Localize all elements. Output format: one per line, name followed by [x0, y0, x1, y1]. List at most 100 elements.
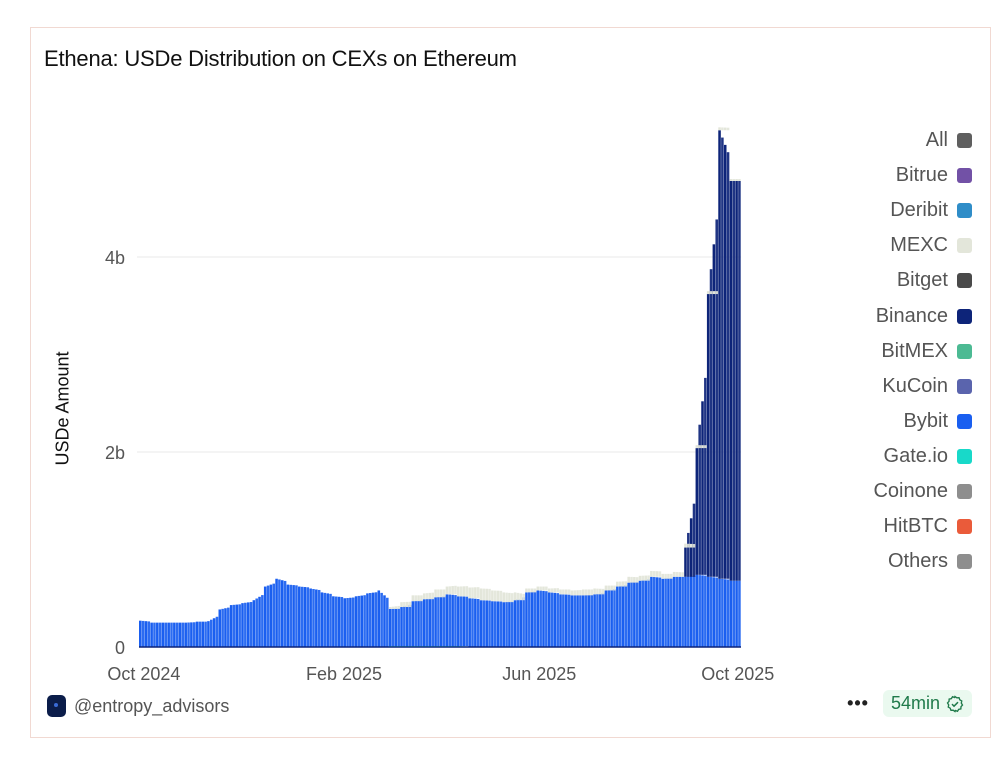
bar-mexc — [616, 581, 619, 587]
freshness-badge[interactable]: 54min — [882, 690, 972, 717]
bar-mexc — [573, 590, 576, 596]
bar-bybit — [564, 594, 568, 647]
bar-mexc — [499, 590, 503, 602]
bar-bybit — [706, 576, 710, 647]
bar-mexc — [726, 127, 730, 131]
bar-bybit — [173, 622, 176, 648]
bar-bybit — [712, 577, 716, 647]
bar-mexc — [579, 590, 582, 596]
chart-title: Ethena: USDe Distribution on CEXs on Eth… — [44, 46, 517, 71]
bar-mexc — [641, 575, 645, 581]
bar-bybit — [380, 592, 383, 647]
x-tick-label: Oct 2024 — [107, 664, 180, 684]
bar-mexc — [474, 587, 477, 599]
legend-item-bitrue[interactable]: Bitrue — [873, 158, 972, 193]
bar-bybit — [377, 590, 381, 647]
bar-mexc — [400, 602, 403, 608]
bar-mexc — [562, 589, 565, 595]
bar-bybit — [721, 578, 724, 647]
bar-bybit — [581, 595, 585, 648]
bar-bybit — [340, 597, 344, 647]
bar-mexc — [539, 586, 542, 591]
bar-bybit — [618, 586, 622, 647]
legend-item-mexc[interactable]: MEXC — [873, 228, 972, 263]
legend-item-bitget[interactable]: Bitget — [873, 263, 972, 298]
legend-item-binance[interactable]: Binance — [873, 298, 972, 333]
bar-bybit — [485, 600, 488, 647]
legend-item-all[interactable]: All — [873, 123, 972, 158]
bar-bybit — [601, 592, 605, 647]
avatar[interactable] — [47, 695, 66, 717]
legend-item-kucoin[interactable]: KuCoin — [873, 369, 972, 404]
chart-plot[interactable]: 0 2b 4b Oct 2024 Feb 2025 Jun 2025 Oct 2025 — [31, 28, 992, 739]
bar-bybit — [508, 601, 511, 647]
author-handle[interactable]: @entropy_advisors — [74, 695, 230, 716]
legend-item-coinone[interactable]: Coinone — [873, 474, 972, 509]
bar-binance — [732, 180, 736, 581]
bar-bybit — [164, 622, 168, 648]
bar-mexc — [678, 572, 682, 577]
bar-bybit — [616, 586, 619, 647]
bar-bybit — [454, 595, 457, 647]
legend-label: Deribit — [890, 199, 948, 222]
legend-item-bitmex[interactable]: BitMEX — [873, 334, 972, 369]
bar-bybit — [400, 607, 403, 647]
bar-bybit — [229, 605, 233, 647]
bar-bybit — [638, 580, 642, 647]
author[interactable]: @entropy_advisors — [47, 695, 229, 717]
bar-bybit — [599, 593, 602, 648]
legend-label: Bybit — [903, 409, 948, 432]
legend: All Bitrue Deribit MEXC Bitget Binance BitMEX K… — [873, 123, 972, 579]
bar-bybit — [482, 600, 486, 647]
bar-bybit — [289, 584, 293, 647]
bar-bybit — [320, 592, 324, 647]
bar-bybit — [141, 620, 145, 647]
bar-bybit — [559, 594, 562, 647]
bar-bybit — [613, 588, 616, 647]
legend-item-others[interactable]: Others — [873, 544, 972, 579]
bar-mexc — [599, 588, 602, 595]
bar-mexc — [729, 179, 733, 181]
bar-bybit — [167, 622, 170, 648]
legend-item-deribit[interactable]: Deribit — [873, 193, 972, 228]
bar-bybit — [442, 596, 446, 647]
bar-mexc — [485, 588, 488, 601]
bar-bybit — [542, 590, 545, 647]
bar-binance — [735, 180, 738, 581]
bar-bybit — [190, 622, 193, 647]
bar-bybit — [309, 588, 312, 647]
bar-bybit — [315, 589, 318, 647]
bar-bybit — [272, 583, 275, 648]
bar-bybit — [411, 601, 415, 647]
legend-item-hitbtc[interactable]: HitBTC — [873, 509, 972, 544]
bar-bybit — [255, 598, 258, 647]
more-options-button[interactable]: ••• — [847, 693, 869, 713]
bar-mexc — [570, 590, 574, 596]
bar-mexc — [513, 592, 517, 601]
bar-bybit — [139, 620, 142, 647]
bar-bybit — [360, 595, 364, 647]
bar-mexc — [516, 592, 520, 601]
bar-mexc — [644, 575, 647, 581]
bar-bybit — [417, 600, 420, 647]
bar-mexc — [417, 595, 420, 602]
legend-item-bybit[interactable]: Bybit — [873, 404, 972, 439]
bar-binance — [709, 269, 713, 577]
bar-bybit — [627, 582, 630, 647]
bar-mexc — [718, 127, 721, 131]
bar-bybit — [502, 602, 506, 647]
bar-bybit — [227, 607, 230, 647]
freshness-label: 54min — [890, 693, 940, 713]
legend-label: KuCoin — [882, 374, 948, 397]
legend-label: Others — [887, 550, 948, 573]
bar-mexc — [493, 590, 497, 602]
chart-card: Ethena: USDe Distribution on CEXs on Eth… — [30, 27, 991, 738]
bar-mexc — [581, 589, 585, 596]
bar-bybit — [462, 596, 466, 647]
bar-bybit — [689, 576, 693, 647]
bar-bybit — [312, 588, 315, 647]
bar-mexc — [655, 571, 659, 577]
legend-item-gate-io[interactable]: Gate.io — [873, 439, 972, 474]
bar-bybit — [684, 576, 687, 647]
legend-label: Binance — [875, 304, 948, 327]
